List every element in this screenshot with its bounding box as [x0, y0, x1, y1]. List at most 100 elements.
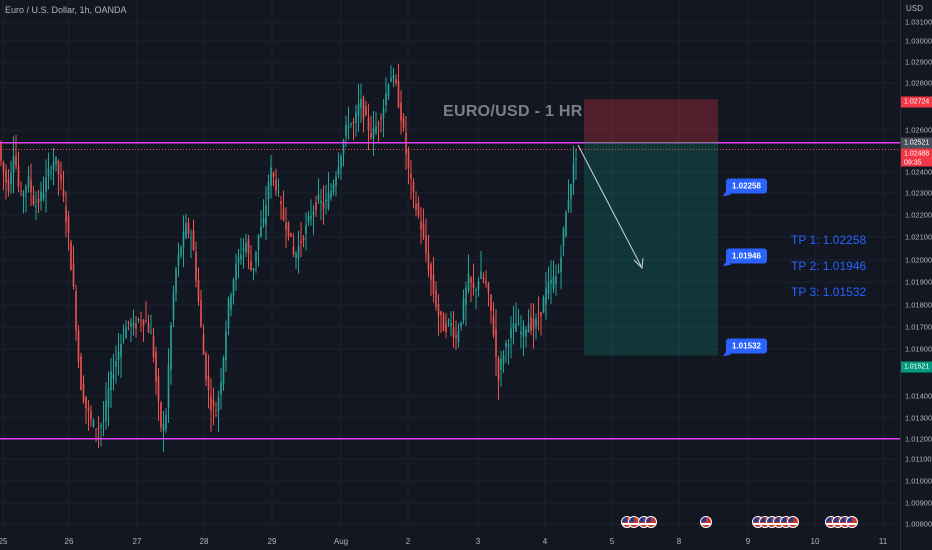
candle-body [320, 200, 322, 203]
candle-body [415, 203, 417, 210]
candle-body [435, 290, 437, 308]
take-profit-list: TP 1: 1.02258 TP 2: 1.01946 TP 3: 1.0153… [791, 227, 866, 305]
candle-body [555, 275, 557, 285]
candle-body [70, 241, 72, 271]
candle-body [437, 304, 440, 316]
tp1-label[interactable]: 1.02258 [726, 178, 767, 194]
candle-body [412, 182, 415, 193]
candle-body [22, 193, 25, 197]
candle-body [35, 205, 37, 207]
candle-body [222, 357, 225, 384]
candle-body [72, 263, 75, 287]
candle-body [50, 172, 52, 174]
tp2-text: TP 2: 1.01946 [791, 259, 867, 273]
candle-body [542, 297, 545, 313]
candle-body [60, 174, 62, 181]
candle-body [262, 218, 265, 224]
candle-body [87, 407, 90, 411]
candle-body [507, 344, 510, 347]
candle-body [382, 108, 385, 118]
tp2-label[interactable]: 1.01946 [726, 248, 767, 264]
y-tick-label: 1.03000 [905, 36, 932, 46]
candle-body [175, 268, 177, 294]
candle-body [17, 165, 20, 187]
candle-body [200, 300, 202, 326]
candle-body [397, 81, 400, 107]
candle-body [77, 330, 80, 362]
candle-body [572, 162, 575, 183]
x-tick-label: 2 [405, 537, 411, 546]
y-tick-label: 1.02600 [905, 125, 932, 135]
candle-body [272, 173, 275, 177]
candle-body [480, 271, 482, 279]
candle-body [327, 193, 330, 209]
candle-body [122, 338, 125, 341]
candle-body [495, 329, 497, 358]
candle-body [12, 156, 15, 173]
candle-body [442, 314, 445, 331]
candle-body [500, 359, 502, 370]
candle-body [40, 191, 42, 202]
candle-body [212, 399, 215, 406]
candle-body [417, 202, 420, 216]
candle-body [25, 186, 27, 193]
candle-body [95, 428, 97, 430]
candle-body [132, 322, 135, 328]
candle-body [352, 121, 355, 124]
candle-body [410, 173, 412, 179]
candle-body [125, 326, 127, 339]
candle-body [395, 79, 397, 83]
x-tick-label: 3 [475, 537, 481, 546]
target-price-tag: 1.01521 [901, 361, 932, 373]
candle-body [330, 191, 332, 198]
candle-body [275, 179, 277, 191]
candle-body [335, 176, 337, 186]
x-tick-label: 26 [64, 537, 74, 546]
candle-body [62, 189, 65, 197]
candle-body [97, 427, 100, 430]
candle-body [217, 397, 220, 412]
candle-body [57, 161, 60, 175]
candle-body [270, 167, 272, 186]
candle-body [82, 383, 85, 402]
candle-body [190, 236, 192, 238]
y-tick-label: 1.01700 [905, 322, 932, 332]
candle-body [477, 280, 480, 290]
candle-body [505, 343, 507, 347]
candle-body [32, 195, 35, 205]
candle-body [55, 156, 57, 164]
candle-body [377, 123, 380, 125]
candle-body [345, 124, 347, 137]
candle-body [277, 191, 280, 193]
candle-body [547, 282, 550, 294]
candle-body [487, 283, 490, 294]
tp3-label[interactable]: 1.01532 [726, 338, 767, 354]
candle-body [280, 201, 282, 205]
candle-body [247, 239, 250, 254]
candle-body [562, 228, 565, 247]
candle-body [392, 75, 395, 79]
candle-body [10, 172, 12, 184]
candle-body [157, 376, 160, 401]
candle-body [252, 267, 255, 271]
y-tick-label: 1.02400 [905, 167, 932, 177]
candle-body [567, 199, 570, 210]
candle-body [117, 351, 120, 360]
candle-body [240, 254, 242, 260]
candle-body [570, 183, 572, 199]
candle-body [407, 148, 410, 169]
candle-body [512, 323, 515, 329]
x-tick-label: 5 [609, 537, 615, 546]
entry-price-tag: 1.02521 [901, 137, 932, 149]
y-tick-label: 1.02300 [905, 188, 932, 198]
candle-body [257, 234, 260, 250]
candle-body [370, 132, 372, 138]
candle-body [390, 77, 392, 82]
y-tick-label: 1.01900 [905, 277, 932, 287]
stop-zone [584, 99, 718, 143]
candle-body [227, 298, 230, 328]
candle-body [90, 411, 92, 420]
candle-body [147, 322, 150, 333]
candle-body [565, 212, 567, 237]
